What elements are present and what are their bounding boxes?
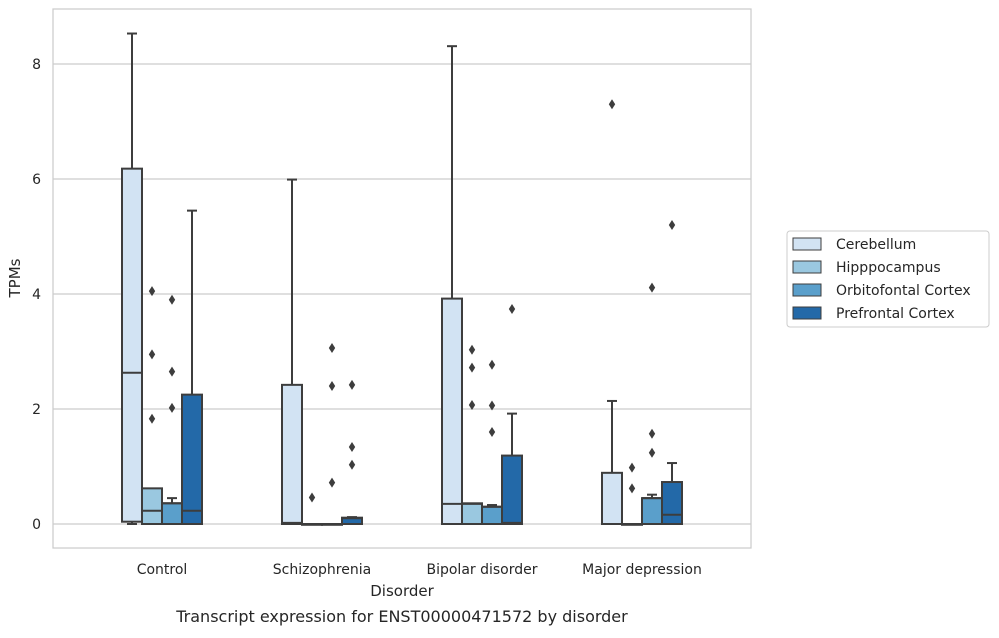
outlier-point xyxy=(648,428,656,439)
box-3-3 xyxy=(661,220,683,525)
chart-caption: Transcript expression for ENST0000047157… xyxy=(175,607,628,626)
box-2-2 xyxy=(481,359,503,525)
box-body xyxy=(181,393,203,525)
legend-swatch xyxy=(792,283,822,297)
x-tick-label: Schizophrenia xyxy=(273,562,371,578)
outlier-point xyxy=(348,441,356,452)
legend-label: Orbitofontal Cortex xyxy=(836,283,971,299)
tick-layer: 0 2 4 6 8 Control Schizophrenia Bipolar disorde… xyxy=(32,57,702,578)
box-0-1 xyxy=(281,178,303,525)
x-axis-title: Disorder xyxy=(370,582,434,600)
box-0-0 xyxy=(121,32,143,525)
box-1-1 xyxy=(301,492,323,526)
y-tick-label: 6 xyxy=(32,172,41,188)
box-body xyxy=(161,502,183,525)
outlier-point xyxy=(168,366,176,377)
x-tick-label: Control xyxy=(137,562,188,578)
box-body xyxy=(121,167,143,523)
outlier-point xyxy=(328,477,336,488)
outlier-point xyxy=(608,99,616,110)
box-3-2 xyxy=(501,303,523,526)
box-body xyxy=(281,383,303,525)
legend-swatch xyxy=(792,306,822,320)
outlier-point xyxy=(628,483,636,494)
box-body xyxy=(661,481,683,525)
box-layer xyxy=(121,32,683,526)
outlier-point xyxy=(628,462,636,473)
outlier-point xyxy=(308,492,316,503)
outlier-point xyxy=(168,402,176,413)
legend-label: Prefrontal Cortex xyxy=(836,306,955,322)
y-axis-title: TPMs xyxy=(6,258,24,298)
box-body xyxy=(141,487,163,526)
box-2-1 xyxy=(321,343,343,526)
legend-label: Hipppocampus xyxy=(836,260,941,276)
x-tick-label: Bipolar disorder xyxy=(426,562,537,578)
outlier-point xyxy=(328,381,336,391)
y-tick-label: 2 xyxy=(32,402,41,418)
outlier-point xyxy=(488,427,496,437)
box-body xyxy=(601,471,623,526)
outlier-point xyxy=(148,349,156,360)
box-body xyxy=(481,505,503,525)
legend-label: Cerebellum xyxy=(836,237,916,253)
outlier-point xyxy=(648,447,656,458)
box-body xyxy=(641,497,663,525)
box-1-3 xyxy=(621,462,643,526)
outlier-point xyxy=(648,282,656,293)
outlier-point xyxy=(468,399,476,410)
outlier-point xyxy=(508,303,516,314)
outlier-point xyxy=(488,359,496,370)
outlier-point xyxy=(148,286,156,297)
y-tick-label: 4 xyxy=(32,287,41,303)
box-1-2 xyxy=(461,344,483,525)
box-0-3 xyxy=(601,99,623,526)
legend: Cerebellum Hipppocampus Orbitofontal Corte… xyxy=(786,230,990,328)
outlier-point xyxy=(328,343,336,354)
legend-swatch xyxy=(792,260,822,274)
outlier-point xyxy=(348,459,356,470)
box-body xyxy=(501,454,523,526)
legend-swatch xyxy=(792,237,822,251)
outlier-point xyxy=(468,362,476,373)
box-body xyxy=(461,502,483,525)
box-3-0 xyxy=(181,209,203,525)
outlier-point xyxy=(668,220,676,230)
outlier-point xyxy=(468,344,476,355)
outlier-point xyxy=(348,379,356,390)
legend-frame xyxy=(786,230,990,328)
y-tick-label: 0 xyxy=(32,517,41,533)
box-0-2 xyxy=(441,45,463,525)
outlier-point xyxy=(488,400,496,411)
outlier-point xyxy=(148,413,156,424)
plot-frame xyxy=(52,8,752,549)
outlier-point xyxy=(168,294,176,305)
x-tick-label: Major depression xyxy=(582,562,702,578)
y-tick-label: 8 xyxy=(32,57,41,73)
box-body xyxy=(441,297,463,525)
box-3-1 xyxy=(341,379,363,525)
